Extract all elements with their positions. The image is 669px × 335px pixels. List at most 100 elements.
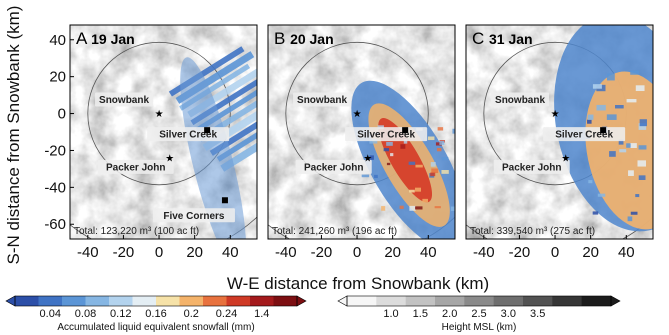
colorbar-segment: [376, 296, 407, 306]
panel-title: C 31 Jan: [472, 29, 533, 48]
snowfall-speckle: [637, 160, 647, 167]
colorbar-segment: [347, 296, 377, 306]
snowfall-speckle: [441, 156, 449, 161]
colorbar-tick-label: 0.12: [110, 308, 131, 320]
snowfall-speckle: [450, 206, 455, 211]
colorbar-segment: [203, 296, 227, 306]
snowfall-speckle: [626, 99, 637, 103]
x-tick-label: 20: [186, 244, 203, 261]
colorbar-label: Accumulated liquid equivalent snowfall (…: [57, 322, 254, 333]
colorbar-label: Height MSL (km): [442, 322, 517, 333]
x-tick-label: -20: [509, 244, 531, 261]
x-tick-label: -20: [113, 244, 135, 261]
panel-title: B 20 Jan: [274, 29, 334, 48]
snowfall-speckle: [452, 128, 455, 134]
colorbar-tick-label: 2.0: [442, 308, 457, 320]
snowfall-speckle: [615, 105, 624, 109]
snowfall-speckle: [390, 153, 394, 157]
colorbar-segment: [62, 296, 86, 306]
x-tick-label: -40: [77, 244, 99, 261]
site-label-box: [152, 208, 235, 223]
site-label-box: [95, 92, 154, 107]
snowfall-speckle: [414, 187, 421, 192]
snowfall-speckle: [618, 139, 624, 145]
snowfall-speckle: [381, 206, 386, 211]
panel-frame: [69, 24, 258, 240]
terrain-colorbar: 1.0 1.5 2.0 2.5 3.0 3.5 Height MSL (km): [337, 295, 621, 333]
site-label: Silver Creek: [357, 130, 415, 141]
colorbar-tick-label: 1.5: [413, 308, 428, 320]
site-label: Packer John: [502, 162, 561, 173]
snowfall-speckle: [403, 139, 408, 144]
colorbar-tick-label: 1.4: [254, 308, 269, 320]
snowfall-speckle: [415, 164, 423, 168]
x-tick-label: -40: [473, 244, 495, 261]
snowfall-speckle: [422, 198, 428, 203]
colorbar-segment: [250, 296, 274, 306]
site-star-marker: ★: [363, 153, 372, 164]
site-label: Snowbank: [495, 95, 545, 106]
snowfall-speckle: [431, 168, 439, 174]
colorbar-segment: [85, 296, 110, 306]
snowfall-speckle: [635, 85, 645, 92]
site-label-box: [295, 159, 372, 174]
colorbar-segment: [581, 296, 612, 306]
snowfall-speckle: [609, 151, 616, 157]
site-label: Packer John: [106, 162, 165, 173]
snowfall-speckle: [630, 211, 638, 215]
x-tick-label: 0: [353, 244, 361, 261]
panel-frame: [267, 24, 456, 240]
colorbar-tick-label: 0.16: [145, 308, 166, 320]
site-label: Snowbank: [297, 95, 347, 106]
panel-total: Total: 339,540 m³ (275 ac ft): [470, 226, 595, 237]
y-tick-label: 0: [58, 106, 66, 123]
site-square-marker: [600, 127, 607, 134]
y-tick-label: 20: [49, 69, 66, 86]
range-ring: [87, 41, 231, 186]
x-tick-label: 40: [420, 244, 437, 261]
y-tick-label: -40: [44, 179, 66, 196]
x-axis-label: W-E distance from Snowbank (km): [227, 274, 489, 293]
colorbar-segment: [273, 296, 298, 306]
snowfall-speckle: [409, 205, 416, 211]
snowfall-speckle: [638, 145, 647, 150]
snowfall-speckle: [587, 114, 594, 120]
colorbar-segment: [109, 296, 133, 306]
snowfall-speckle: [592, 84, 602, 89]
site-label: Snowbank: [99, 95, 149, 106]
snowfall-speckle: [441, 169, 449, 174]
snowfall-speckle: [434, 206, 441, 209]
snowfall-speckle: [386, 141, 393, 146]
colorbar-segment: [226, 296, 251, 306]
snowfall-speckle: [635, 194, 640, 198]
colorbar-segment: [493, 296, 524, 306]
colorbar-segment: [405, 296, 436, 306]
x-tick-label: 20: [384, 244, 401, 261]
site-square-marker: [221, 197, 228, 204]
x-tick-label: 20: [582, 244, 599, 261]
y-tick-label: -20: [44, 142, 66, 159]
snowfall-speckle: [638, 123, 647, 130]
site-square-marker: [204, 127, 211, 134]
snowfall-speckle: [437, 127, 444, 131]
snowfall-speckle: [606, 114, 617, 120]
colorbar-segment: [464, 296, 495, 306]
snowfall-speckle: [430, 162, 436, 167]
snowfall-streak: [220, 121, 257, 172]
site-label-box: [97, 159, 174, 174]
snowfall-speckle: [627, 216, 633, 222]
panel-frame: [465, 24, 654, 240]
y-axis-label: S-N distance from Snowbank (km): [4, 6, 23, 265]
site-label: Silver Creek: [159, 130, 217, 141]
snowfall-speckle: [369, 138, 378, 144]
colorbar-high-arrow: [296, 295, 307, 307]
colorbar-frame: [14, 295, 298, 307]
snowfall-speckle: [639, 119, 647, 127]
snowfall-streak: [209, 104, 257, 156]
snowfall-speckle: [597, 193, 606, 197]
